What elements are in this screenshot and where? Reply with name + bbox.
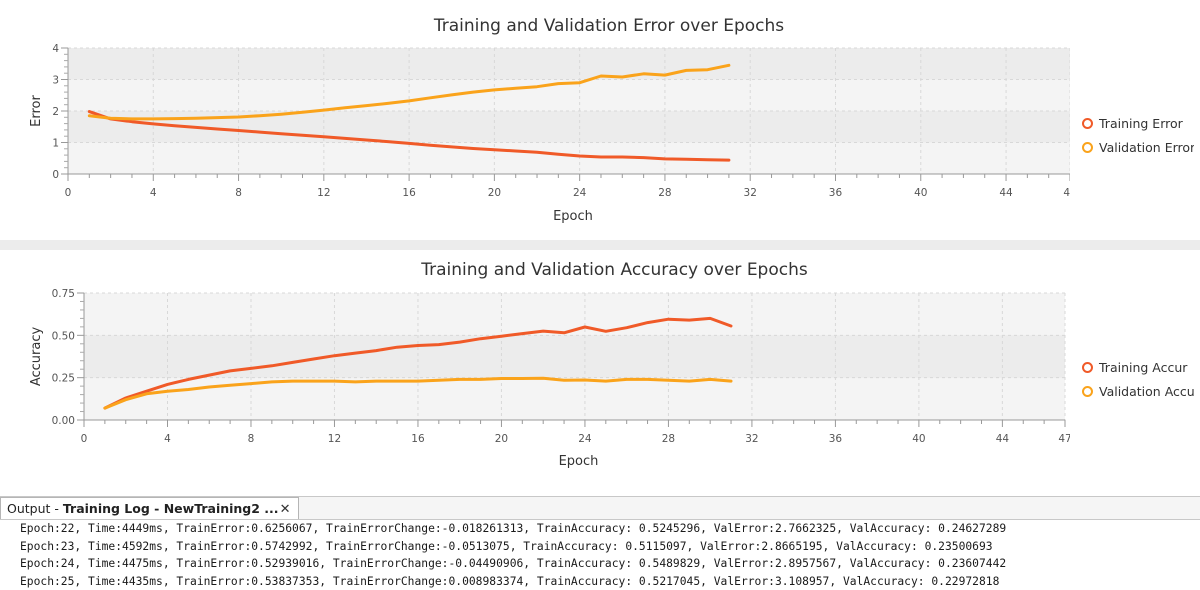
accuracy-chart: 0 4 8 12 16 20 24 28 32 36 40 44 47 0.00 0.25 0.50 0.75 T… — [0, 250, 1070, 490]
x-tick-label: 12 — [317, 187, 330, 199]
x-tick-label: 16 — [402, 187, 416, 199]
legend-item-validation-error: Validation Error — [1082, 136, 1194, 160]
y-axis-label: Error — [29, 95, 44, 127]
x-tick-label: 24 — [573, 187, 587, 199]
legend-item-training-accuracy: Training Accur — [1082, 356, 1194, 380]
x-tick-label: 0 — [81, 433, 88, 445]
x-tick-label: 44 — [999, 187, 1013, 199]
log-line: Epoch:22, Time:4449ms, TrainError:0.6256… — [0, 520, 1200, 538]
y-tick-label: 3 — [52, 75, 59, 87]
x-axis-label: Epoch — [559, 454, 599, 469]
panel-divider — [0, 240, 1200, 250]
chart-title: Training and Validation Accuracy over Ep… — [420, 260, 808, 280]
accuracy-chart-panel: 0 4 8 12 16 20 24 28 32 36 40 44 47 0.00 0.25 0.50 0.75 T… — [0, 250, 1200, 490]
x-tick-label: 36 — [829, 433, 843, 445]
x-tick-label: 20 — [488, 187, 501, 199]
close-icon[interactable]: ✕ — [280, 499, 291, 521]
x-tick-label: 28 — [658, 187, 671, 199]
y-tick-label: 4 — [52, 43, 59, 55]
x-tick-label: 8 — [248, 433, 255, 445]
legend-item-training-error: Training Error — [1082, 112, 1194, 136]
legend-label: Validation Accur — [1099, 384, 1194, 399]
y-tick-label: 1 — [52, 138, 59, 150]
legend-item-validation-accuracy: Validation Accur — [1082, 380, 1194, 404]
x-tick-label: 32 — [745, 433, 758, 445]
x-tick-label: 12 — [328, 433, 341, 445]
legend-label: Training Error — [1099, 116, 1183, 131]
output-panel: Output - Training Log - NewTraining2 ...… — [0, 496, 1200, 589]
x-tick-label: 4 — [164, 433, 171, 445]
x-tick-label: 47 — [1063, 187, 1070, 199]
error-chart-legend: Training Error Validation Error — [1082, 112, 1194, 160]
x-tick-label: 36 — [829, 187, 843, 199]
y-tick-label: 0.75 — [52, 288, 75, 300]
output-tab[interactable]: Output - Training Log - NewTraining2 ...… — [0, 497, 299, 520]
legend-label: Training Accur — [1099, 360, 1187, 375]
x-tick-label: 24 — [578, 433, 592, 445]
error-chart-panel: 0481216202428323640444701234Training and… — [0, 0, 1200, 240]
x-tick-label: 0 — [65, 187, 72, 199]
legend-marker-icon — [1082, 118, 1093, 129]
legend-label: Validation Error — [1099, 140, 1194, 155]
y-tick-label: 0.00 — [52, 415, 75, 427]
x-axis-label: Epoch — [553, 209, 593, 224]
output-tab-title: Training Log - NewTraining2 ... — [63, 501, 279, 516]
x-tick-label: 40 — [914, 187, 927, 199]
plot-band — [68, 48, 1070, 80]
x-tick-label: 16 — [411, 433, 425, 445]
legend-marker-icon — [1082, 362, 1093, 373]
legend-marker-icon — [1082, 386, 1093, 397]
y-tick-label: 0 — [52, 169, 59, 181]
accuracy-chart-legend: Training Accur Validation Accur — [1082, 356, 1194, 404]
x-tick-label: 44 — [996, 433, 1010, 445]
y-tick-label: 0.25 — [52, 373, 75, 385]
x-tick-label: 4 — [150, 187, 157, 199]
x-tick-label: 20 — [495, 433, 508, 445]
y-tick-label: 2 — [52, 106, 59, 118]
x-tick-label: 40 — [912, 433, 925, 445]
y-axis-label: Accuracy — [29, 327, 44, 387]
log-line: Epoch:25, Time:4435ms, TrainError:0.5383… — [0, 573, 1200, 590]
plot-band — [68, 111, 1070, 143]
error-chart: 0481216202428323640444701234Training and… — [0, 0, 1070, 240]
x-tick-label: 32 — [744, 187, 757, 199]
log-line: Epoch:24, Time:4475ms, TrainError:0.5293… — [0, 555, 1200, 573]
log-line: Epoch:23, Time:4592ms, TrainError:0.5742… — [0, 538, 1200, 556]
output-log[interactable]: Epoch:22, Time:4449ms, TrainError:0.6256… — [0, 519, 1200, 590]
legend-marker-icon — [1082, 142, 1093, 153]
x-tick-label: 28 — [662, 433, 675, 445]
x-tick-label: 47 — [1058, 433, 1070, 445]
chart-title: Training and Validation Error over Epoch… — [433, 16, 784, 36]
y-tick-label: 0.50 — [52, 330, 75, 342]
x-tick-label: 8 — [235, 187, 242, 199]
output-tab-prefix: Output - — [7, 501, 63, 516]
